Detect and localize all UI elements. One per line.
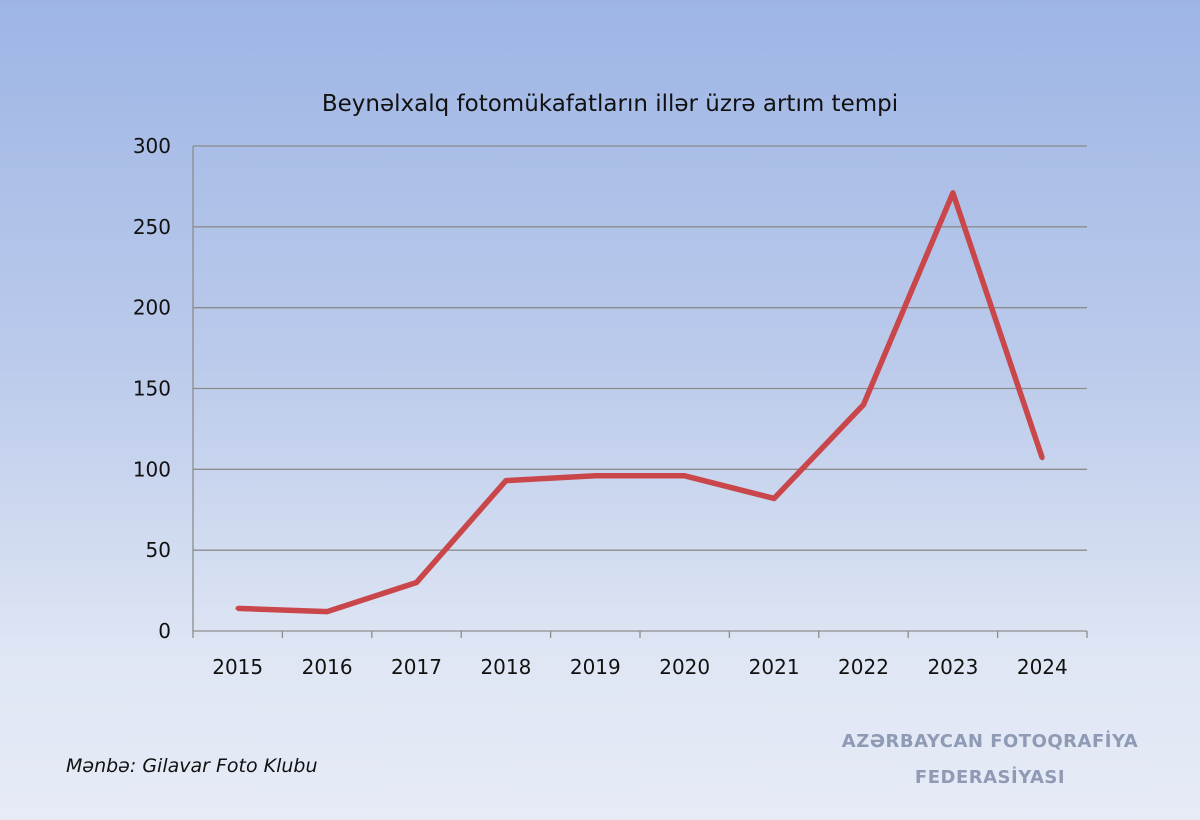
x-tick-label: 2021 <box>749 655 800 679</box>
x-tick-label: 2020 <box>659 655 710 679</box>
data-point <box>503 478 509 483</box>
y-tick-label: 200 <box>133 296 171 320</box>
x-tick-label: 2017 <box>391 655 442 679</box>
x-tick-label: 2019 <box>570 655 621 679</box>
data-point <box>950 190 956 196</box>
y-tick-label: 0 <box>158 619 171 643</box>
series-group <box>235 190 1045 615</box>
data-point <box>593 473 598 478</box>
x-tick-label: 2018 <box>480 655 531 679</box>
watermark: AZƏRBAYCAN FOTOQRAFİYA FEDERASİYASI <box>830 724 1150 796</box>
x-tick-label: 2022 <box>838 655 889 679</box>
data-point <box>771 496 777 501</box>
y-tick-label: 100 <box>133 457 171 481</box>
data-point <box>324 609 330 614</box>
y-tick-label: 250 <box>133 215 171 239</box>
data-point <box>682 473 687 478</box>
x-axis: 2015 2016 2017 2018 2019 2020 2021 2022 2023 2024 <box>192 630 1088 679</box>
data-point <box>1040 455 1045 461</box>
y-tick-label: 150 <box>133 377 171 401</box>
x-tick-label: 2024 <box>1017 655 1068 679</box>
watermark-line-2: FEDERASİYASI <box>914 767 1066 788</box>
y-tick-label: 50 <box>146 538 171 562</box>
watermark-line-1: AZƏRBAYCAN FOTOQRAFİYA <box>841 731 1139 752</box>
gridlines <box>192 145 1087 631</box>
source-note: Mənbə: Gilavar Foto Klubu <box>66 755 318 777</box>
data-point <box>861 402 866 407</box>
x-tick-label: 2015 <box>212 655 263 679</box>
x-tick-label: 2016 <box>302 655 353 679</box>
y-axis-ticks: 0 50 100 150 200 250 300 <box>133 134 171 643</box>
series-line <box>237 190 1045 615</box>
y-tick-label: 300 <box>133 134 171 158</box>
x-tick-label: 2023 <box>927 655 978 679</box>
data-point <box>414 580 419 585</box>
data-point <box>235 606 240 611</box>
chart-title: Beynəlxalq fotomükafatların illər üzrə a… <box>322 91 898 117</box>
